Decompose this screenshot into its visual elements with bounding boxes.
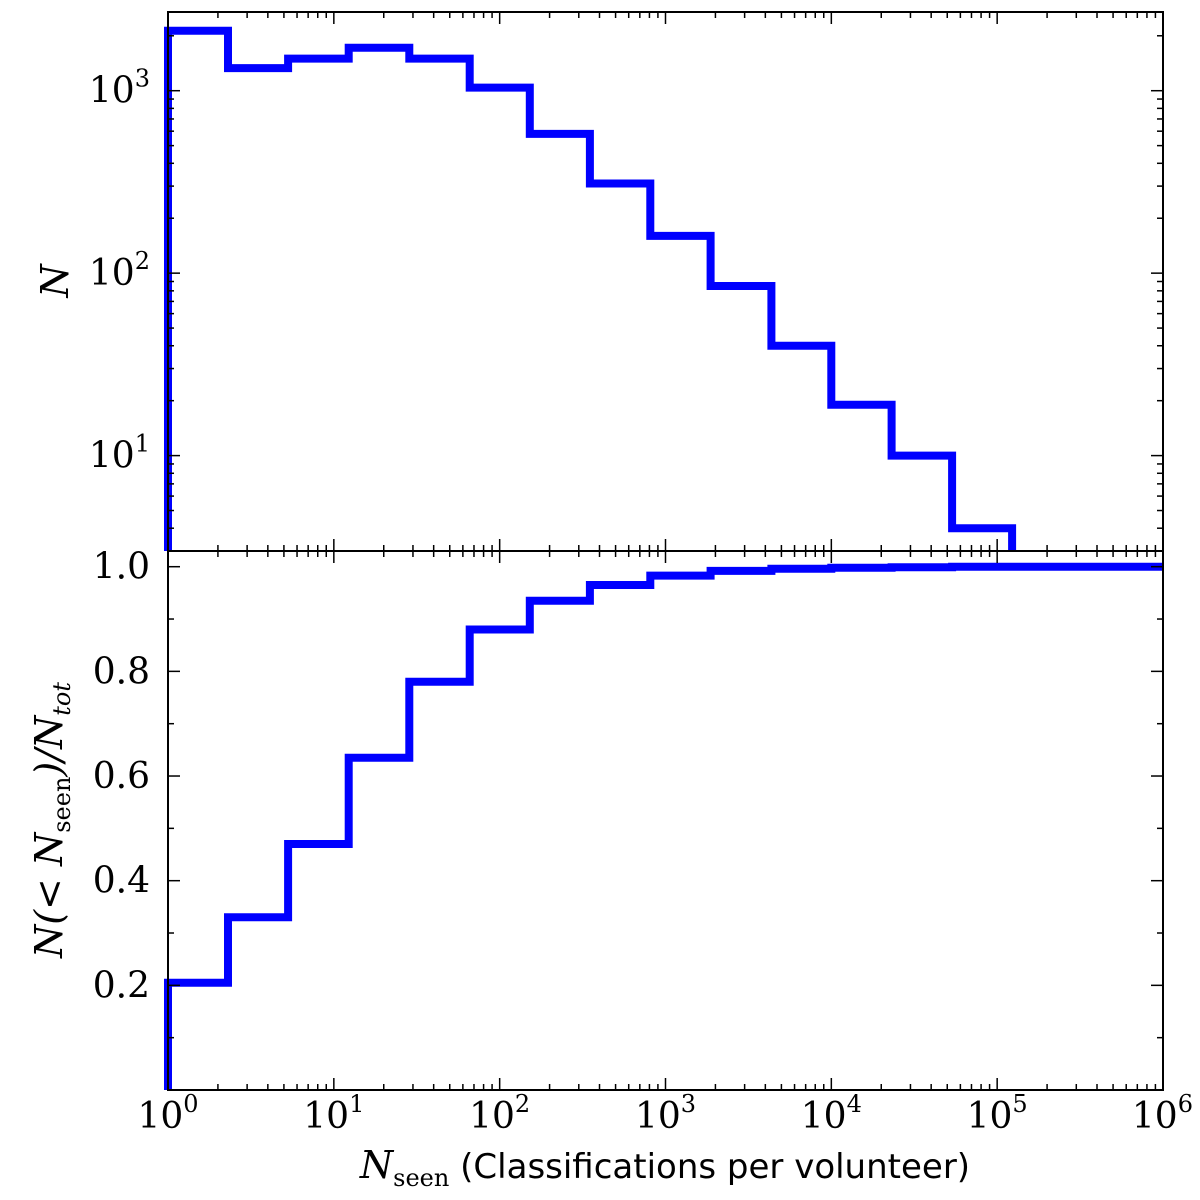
tick-base: 10: [635, 1096, 681, 1137]
tick-base: 10: [967, 1096, 1013, 1137]
top-series-line: [164, 26, 1017, 551]
bottom-plot-frame: [167, 550, 1164, 1091]
tick-base: 10: [89, 71, 135, 112]
tick-base: 10: [89, 253, 135, 294]
bottom-x-tick-label: 106: [1132, 1090, 1193, 1137]
tick-exponent: 0: [183, 1090, 198, 1118]
tick-exponent: 2: [135, 247, 150, 275]
tick-exponent: 3: [681, 1090, 696, 1118]
tick-exponent: 5: [1012, 1090, 1027, 1118]
bottom-x-tick-label: 101: [303, 1090, 364, 1137]
bottom-x-tick-label: 103: [635, 1090, 696, 1137]
ylabel-sub: seen: [48, 777, 76, 833]
tick-exponent: 2: [515, 1090, 530, 1118]
ylabel-sub2: tot: [48, 682, 76, 716]
bottom-y-tick-label: 1.0: [93, 547, 150, 588]
bottom-y-tick-label: 0.6: [93, 756, 150, 797]
tick-base: 10: [137, 1096, 183, 1137]
tick-exponent: 6: [1178, 1090, 1193, 1118]
xlabel-rest: (Classifications per volunteer): [449, 1147, 970, 1187]
top-y-tick-label: 103: [89, 65, 150, 112]
xlabel-main: N: [359, 1143, 395, 1187]
bottom-x-tick-label: 105: [967, 1090, 1028, 1137]
tick-exponent: 3: [135, 65, 150, 93]
bottom-y-tick-label: 0.8: [93, 651, 150, 692]
tick-base: 10: [89, 436, 135, 477]
xlabel-sub: seen: [393, 1164, 449, 1192]
ylabel-mid: )/N: [27, 714, 71, 778]
bottom-series-line: [164, 562, 1163, 1090]
bottom-y-tick-label: 0.2: [93, 965, 150, 1006]
top-y-axis-label: N: [33, 263, 77, 299]
top-y-tick-label: 101: [89, 430, 150, 477]
bottom-x-tick-label: 104: [801, 1090, 862, 1137]
tick-exponent: 4: [847, 1090, 862, 1118]
bottom-y-axis-label: N(< Nseen)/Ntot: [27, 682, 76, 959]
tick-exponent: 1: [349, 1090, 364, 1118]
top-plot-frame: [167, 11, 1164, 552]
tick-base: 10: [801, 1096, 847, 1137]
bottom-x-axis-label: Nseen (Classifications per volunteer): [359, 1143, 970, 1192]
tick-exponent: 1: [135, 430, 150, 458]
bottom-x-tick-label: 100: [137, 1090, 198, 1137]
top-y-tick-label: 102: [89, 247, 150, 294]
tick-base: 10: [1132, 1096, 1178, 1137]
top-series-layer: [164, 26, 1017, 551]
tick-base: 10: [303, 1096, 349, 1137]
bottom-x-tick-label: 102: [469, 1090, 530, 1137]
bottom-series-layer: [164, 562, 1163, 1090]
bottom-y-tick-label: 0.4: [93, 861, 150, 902]
tick-base: 10: [469, 1096, 515, 1137]
ylabel-pre: N(< N: [27, 831, 71, 959]
